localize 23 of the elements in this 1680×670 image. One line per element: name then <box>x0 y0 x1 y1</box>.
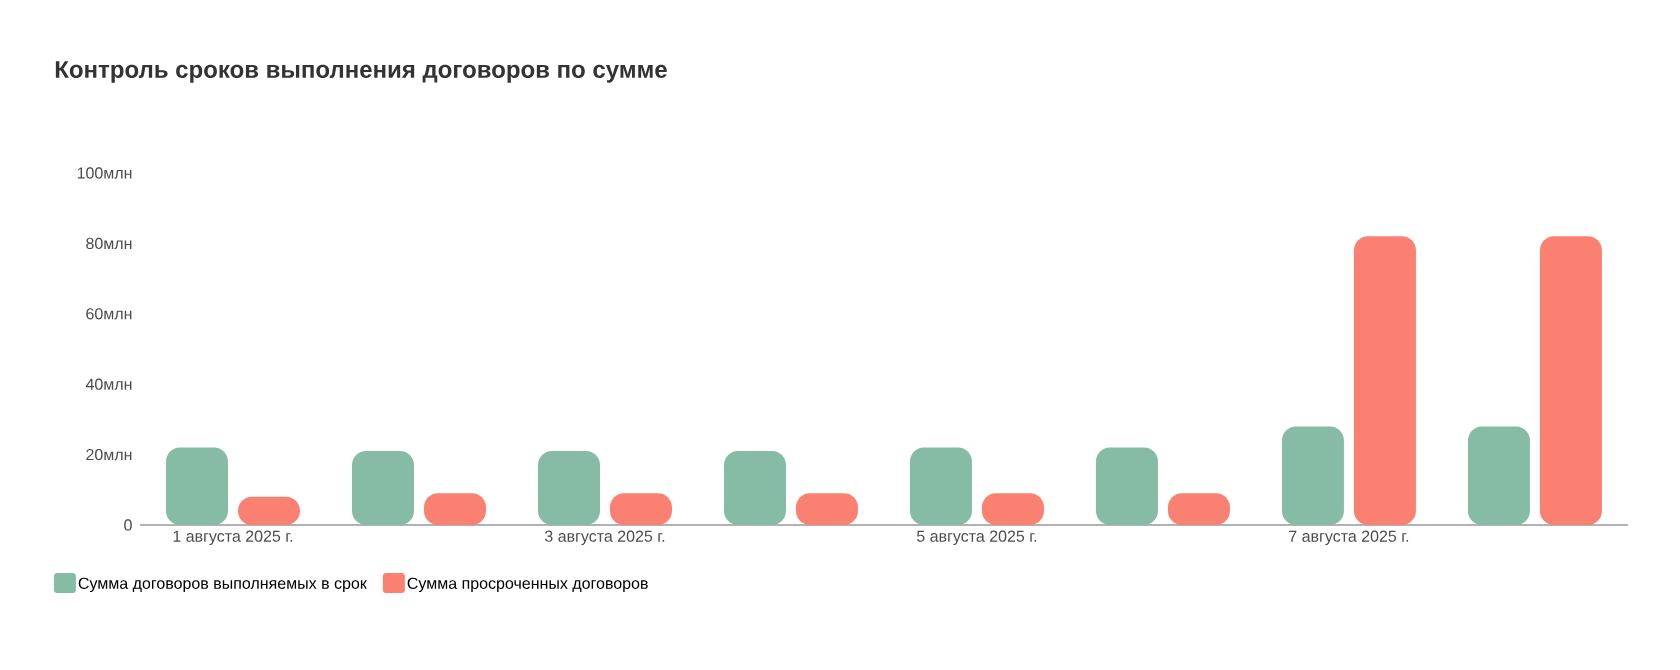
bar <box>166 447 228 525</box>
bar <box>1353 236 1416 525</box>
bar <box>351 451 414 525</box>
legend-label: Сумма просроченных договоров <box>407 577 648 593</box>
y-tick-label: 0 <box>124 519 132 531</box>
bar <box>537 451 600 525</box>
y-tick-label: 80млн <box>86 237 132 250</box>
chart-title: Контроль сроков выполнения договоров по сумме <box>55 61 667 83</box>
x-tick-label: 3 августа 2025 г. <box>544 530 665 546</box>
x-tick-label: 7 августа 2025 г. <box>1289 530 1409 546</box>
y-tick-label: 100млн <box>77 167 132 179</box>
y-tick-label: 20млн <box>86 448 132 461</box>
bar <box>909 447 972 525</box>
bar <box>1095 447 1158 525</box>
legend-label: Сумма договоров выполняемых в срок <box>78 577 367 593</box>
y-tick-label: 60млн <box>86 308 132 320</box>
x-tick-label: 1 августа 2025 г. <box>173 530 293 546</box>
bar <box>723 451 786 525</box>
y-tick-label: 40млн <box>85 378 132 390</box>
bar <box>1281 426 1344 525</box>
bar <box>1539 236 1602 525</box>
x-tick-label: 5 августа 2025 г. <box>916 530 1037 546</box>
bar <box>1467 426 1530 525</box>
